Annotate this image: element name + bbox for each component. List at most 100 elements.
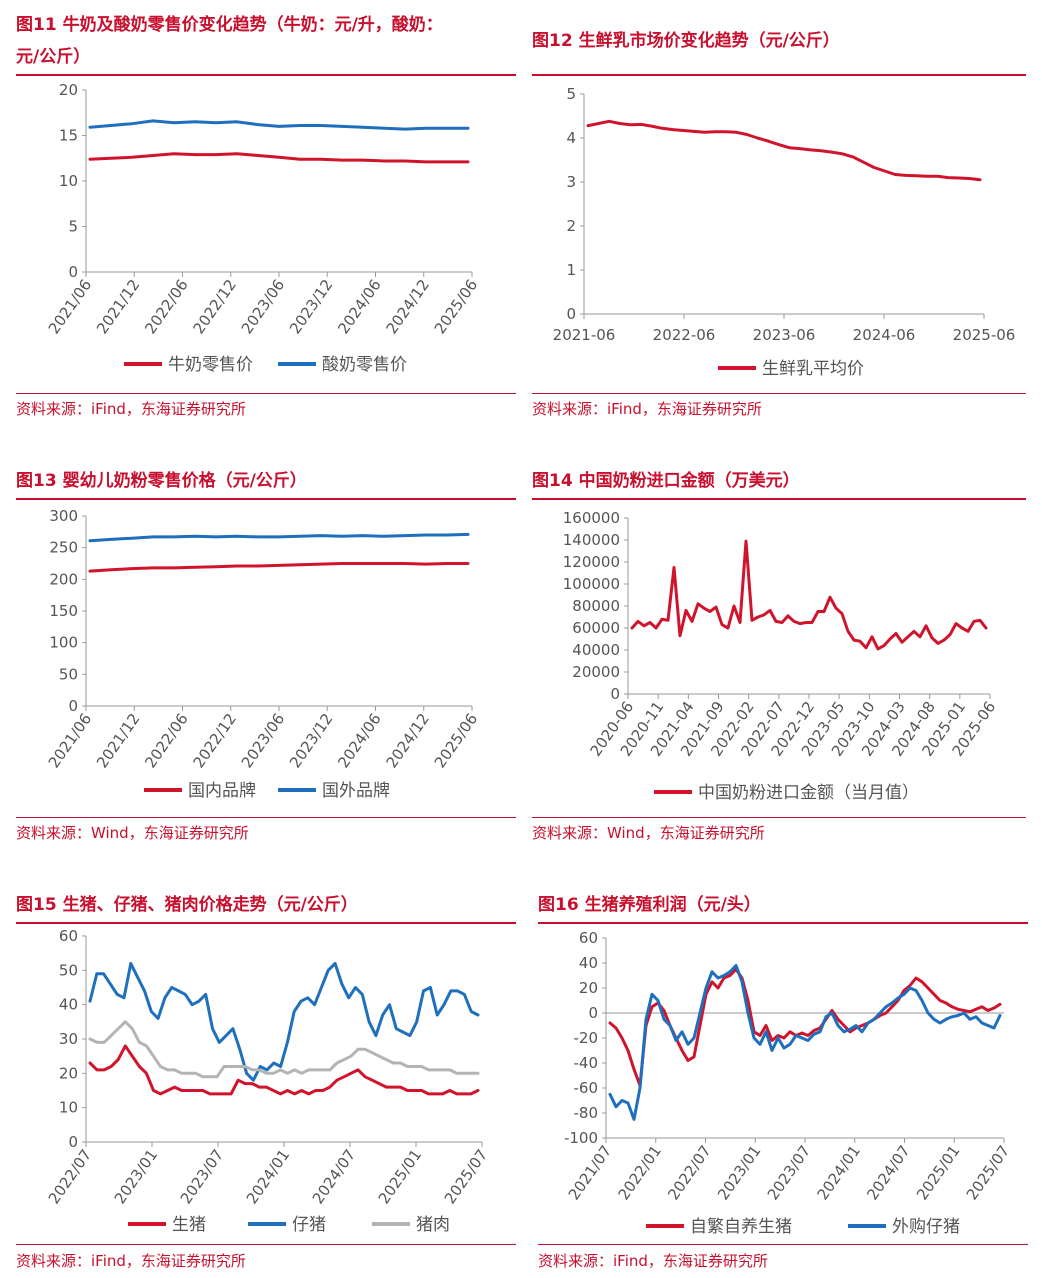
- series-line-1: [88, 562, 470, 573]
- series-line-1: [88, 152, 470, 164]
- y-tick-label: 60000: [572, 619, 620, 637]
- series-line-2: [88, 532, 470, 543]
- legend-label-1: 牛奶零售价: [168, 355, 253, 375]
- y-tick-label: 120000: [563, 553, 620, 571]
- source-rule: [532, 817, 1026, 818]
- y-tick-label: 80000: [572, 597, 620, 615]
- series-line-2: [608, 964, 1002, 1121]
- chart-fig15: 0 10 20 30 40 50 60 2022/07 2023/01 2023/07 2024/0…: [45, 927, 491, 1235]
- x-tick-label: 2022/12: [190, 710, 240, 771]
- x-tick-label: 2022/12: [190, 276, 240, 337]
- y-tick-label: 0: [68, 263, 78, 281]
- x-tick-label: 2024/01: [814, 1142, 864, 1203]
- legend-label-2: 外购仔猪: [892, 1217, 960, 1237]
- series-line-1: [608, 967, 1002, 1087]
- legend-label-1: 自繁自养生猪: [690, 1217, 792, 1237]
- y-tick-label: 5: [566, 85, 576, 103]
- panel-fig11: 图11 牛奶及酸奶零售价变化趋势（牛奶：元/升，酸奶： 元/公斤） 0 5 10 15…: [16, 10, 516, 430]
- x-tick-label: 2025-06: [953, 326, 1016, 344]
- x-tick-label: 2023/07: [177, 1146, 227, 1207]
- x-tick-label: 2025/07: [441, 1146, 491, 1207]
- series-line-3: [88, 1020, 480, 1079]
- legend-label-1: 中国奶粉进口金额（当月值）: [698, 783, 919, 803]
- y-tick-label: -20: [574, 1029, 599, 1047]
- y-tick-label: 40: [579, 954, 598, 972]
- y-tick-label: 0: [566, 305, 576, 323]
- title-rule: [538, 922, 1028, 924]
- title-rule: [532, 498, 1026, 500]
- source-note: 资料来源：Wind，东海证券研究所: [532, 824, 765, 842]
- panel-fig15: 图15 生猪、仔猪、猪肉价格走势（元/公斤） 0 10 20 30 40 50 60 2022…: [16, 892, 516, 1272]
- chart-title: 图15 生猪、仔猪、猪肉价格走势（元/公斤）: [16, 895, 358, 915]
- x-tick-label: 2021-06: [553, 326, 616, 344]
- x-tick-label: 2024/06: [334, 710, 384, 771]
- legend-label-2: 仔猪: [292, 1215, 326, 1235]
- x-tick-label: 2021/07: [565, 1142, 615, 1203]
- y-tick-label: -100: [564, 1129, 598, 1147]
- y-tick-label: 20: [59, 81, 78, 99]
- x-tick-label: 2024/01: [243, 1146, 293, 1207]
- chart-title: 图11 牛奶及酸奶零售价变化趋势（牛奶：元/升，酸奶：: [16, 15, 443, 35]
- source-note: 资料来源：iFind，东海证券研究所: [538, 1252, 768, 1270]
- y-tick-label: 20000: [572, 663, 620, 681]
- x-tick-label: 2022/06: [141, 276, 191, 337]
- x-tick-label: 2022/06: [141, 710, 191, 771]
- y-tick-label: 20: [59, 1064, 78, 1082]
- x-tick-label: 2021/12: [93, 710, 143, 771]
- x-tick-label: 2022-06: [653, 326, 716, 344]
- x-tick-label: 2025/07: [963, 1142, 1013, 1203]
- y-tick-label: 40: [59, 996, 78, 1014]
- y-tick-label: 0: [68, 697, 78, 715]
- y-tick-label: 40000: [572, 641, 620, 659]
- y-tick-label: 4: [566, 129, 576, 147]
- x-tick-label: 2021/12: [93, 276, 143, 337]
- source-rule: [16, 1244, 516, 1245]
- x-tick-label: 2023-06: [753, 326, 816, 344]
- chart-title-line2: 元/公斤）: [16, 47, 91, 67]
- y-tick-label: 2: [566, 217, 576, 235]
- x-tick-label: 2023/06: [238, 710, 288, 771]
- y-tick-label: 150: [49, 602, 78, 620]
- chart-fig13: 0501001502002503002021/062021/122022/062…: [45, 507, 481, 801]
- x-tick-label: 2024/07: [863, 1142, 913, 1203]
- x-tick-label: 2023/12: [286, 710, 336, 771]
- x-tick-label: 2025/06: [431, 276, 481, 337]
- x-tick-label: 2022/07: [45, 1146, 95, 1207]
- y-tick-label: -60: [574, 1079, 599, 1097]
- y-tick-label: 5: [68, 218, 78, 236]
- legend-label-2: 国外品牌: [322, 781, 390, 801]
- y-tick-label: 10: [59, 172, 78, 190]
- x-tick-label: 2024/06: [334, 276, 384, 337]
- y-tick-label: -80: [574, 1104, 599, 1122]
- legend-label-3: 猪肉: [416, 1215, 450, 1235]
- y-tick-label: 50: [59, 961, 78, 979]
- series-line-1: [88, 1044, 480, 1096]
- series-line-2: [88, 119, 470, 131]
- y-tick-label: -40: [574, 1054, 599, 1072]
- y-tick-label: 3: [566, 173, 576, 191]
- x-tick-label: 2023/01: [714, 1142, 764, 1203]
- y-tick-label: 100: [49, 634, 78, 652]
- x-tick-label: 2023/01: [111, 1146, 161, 1207]
- y-tick-label: 160000: [563, 509, 620, 527]
- chart-title: 图14 中国奶粉进口金额（万美元）: [532, 471, 800, 491]
- y-tick-label: 15: [59, 127, 78, 145]
- y-tick-label: 250: [49, 539, 78, 557]
- x-tick-label: 2024/12: [383, 710, 433, 771]
- series-line-1: [586, 119, 982, 182]
- x-tick-label: 2023/06: [238, 276, 288, 337]
- x-tick-label: 2025/01: [913, 1142, 963, 1203]
- legend-label-1: 生猪: [172, 1215, 206, 1235]
- title-rule: [532, 74, 1026, 76]
- y-tick-label: 100000: [563, 575, 620, 593]
- x-tick-label: 2024/12: [383, 276, 433, 337]
- source-rule: [532, 393, 1026, 394]
- legend-label-1: 国内品牌: [188, 781, 256, 801]
- x-tick-label: 2025/01: [375, 1146, 425, 1207]
- source-note: 资料来源：iFind，东海证券研究所: [532, 400, 762, 418]
- source-note: 资料来源：iFind，东海证券研究所: [16, 400, 246, 418]
- y-tick-label: 10: [59, 1099, 78, 1117]
- source-note: 资料来源：Wind，东海证券研究所: [16, 824, 249, 842]
- y-tick-label: 1: [566, 261, 576, 279]
- x-tick-label: 2024-06: [853, 326, 916, 344]
